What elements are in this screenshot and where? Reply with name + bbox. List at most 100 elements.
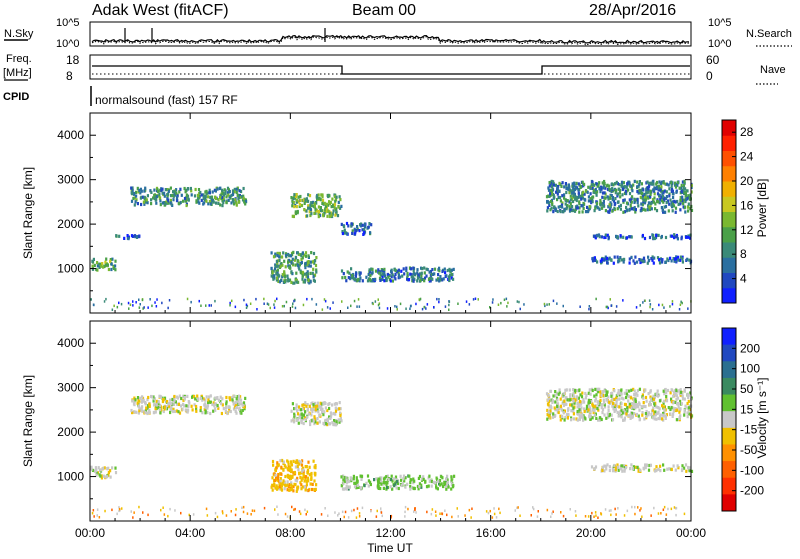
data-cell	[572, 412, 575, 416]
data-cell	[110, 262, 113, 266]
data-cell	[187, 404, 190, 408]
data-cell	[283, 463, 286, 468]
data-cell	[91, 259, 94, 263]
noise-cell	[438, 300, 440, 304]
data-cell	[672, 408, 675, 412]
data-cell	[97, 466, 100, 470]
data-cell	[555, 396, 559, 400]
data-cell	[301, 459, 304, 463]
data-cell	[611, 404, 614, 408]
data-cell	[339, 407, 342, 411]
data-cell	[637, 405, 640, 409]
data-cell	[307, 412, 310, 416]
data-cell	[551, 187, 554, 191]
data-cell	[595, 393, 598, 397]
data-cell	[659, 197, 662, 201]
data-cell	[598, 181, 601, 185]
noise-cell	[399, 302, 402, 306]
noise-cell	[273, 306, 276, 309]
data-cell	[239, 409, 242, 413]
data-cell	[341, 487, 345, 491]
data-cell	[320, 209, 324, 213]
data-cell	[547, 410, 550, 414]
noise-cell	[530, 514, 532, 517]
data-cell	[389, 279, 392, 283]
noise-cell	[347, 306, 349, 309]
data-cell	[296, 409, 299, 413]
data-cell	[442, 484, 445, 489]
data-cell	[162, 398, 165, 402]
data-cell	[351, 274, 354, 278]
noise-cell	[426, 510, 428, 514]
data-cell	[610, 189, 613, 193]
data-cell	[168, 405, 171, 409]
data-cell	[271, 459, 275, 464]
noise-cell	[206, 514, 209, 517]
data-cell	[657, 184, 660, 188]
data-cell	[203, 201, 206, 205]
data-cell	[279, 459, 282, 463]
data-cell	[661, 194, 665, 199]
data-cell	[578, 388, 581, 392]
data-cell	[563, 196, 566, 200]
data-cell	[644, 195, 647, 199]
data-cell	[616, 236, 619, 240]
data-cell	[153, 403, 156, 407]
data-cell	[396, 480, 399, 484]
data-cell	[578, 206, 581, 210]
colorbar-segment	[722, 361, 736, 379]
data-cell	[567, 412, 570, 416]
noise-cell	[660, 512, 662, 515]
data-cell	[107, 267, 110, 272]
data-cell	[632, 207, 636, 211]
data-cell	[557, 205, 560, 209]
data-cell	[357, 485, 360, 489]
noise-cell	[230, 510, 232, 513]
data-cell	[547, 188, 551, 192]
data-cell	[667, 183, 670, 187]
data-cell	[630, 388, 633, 392]
data-cell	[176, 194, 179, 198]
data-cell	[617, 260, 620, 264]
noise-cell	[277, 513, 279, 516]
data-cell	[328, 214, 331, 219]
data-cell	[334, 213, 337, 217]
data-cell	[296, 476, 299, 480]
data-cell	[599, 190, 602, 194]
data-cell	[190, 193, 193, 197]
data-cell	[304, 401, 307, 405]
data-cell	[686, 406, 689, 410]
noise-cell	[294, 306, 297, 310]
data-cell	[640, 208, 644, 212]
data-cell	[367, 225, 370, 229]
data-cell	[309, 482, 312, 486]
data-cell	[658, 399, 662, 403]
data-cell	[420, 485, 423, 489]
data-cell	[656, 411, 659, 415]
power-panel-data	[90, 179, 694, 311]
data-cell	[135, 194, 138, 198]
data-cell	[341, 276, 344, 280]
data-cell	[300, 261, 303, 265]
data-cell	[276, 268, 279, 272]
noise-cell	[356, 305, 358, 308]
noise-cell	[142, 511, 144, 514]
data-cell	[406, 273, 409, 277]
data-cell	[133, 234, 137, 238]
data-cell	[628, 405, 631, 409]
data-cell	[599, 201, 602, 205]
data-cell	[623, 210, 627, 214]
data-cell	[207, 202, 210, 206]
data-cell	[387, 275, 390, 279]
data-cell	[675, 418, 678, 422]
data-cell	[329, 416, 332, 420]
data-cell	[283, 270, 286, 274]
data-cell	[350, 222, 353, 226]
data-cell	[574, 398, 577, 402]
data-cell	[134, 398, 137, 402]
data-cell	[232, 199, 235, 203]
noise-cell	[614, 507, 616, 511]
data-cell	[358, 279, 361, 283]
